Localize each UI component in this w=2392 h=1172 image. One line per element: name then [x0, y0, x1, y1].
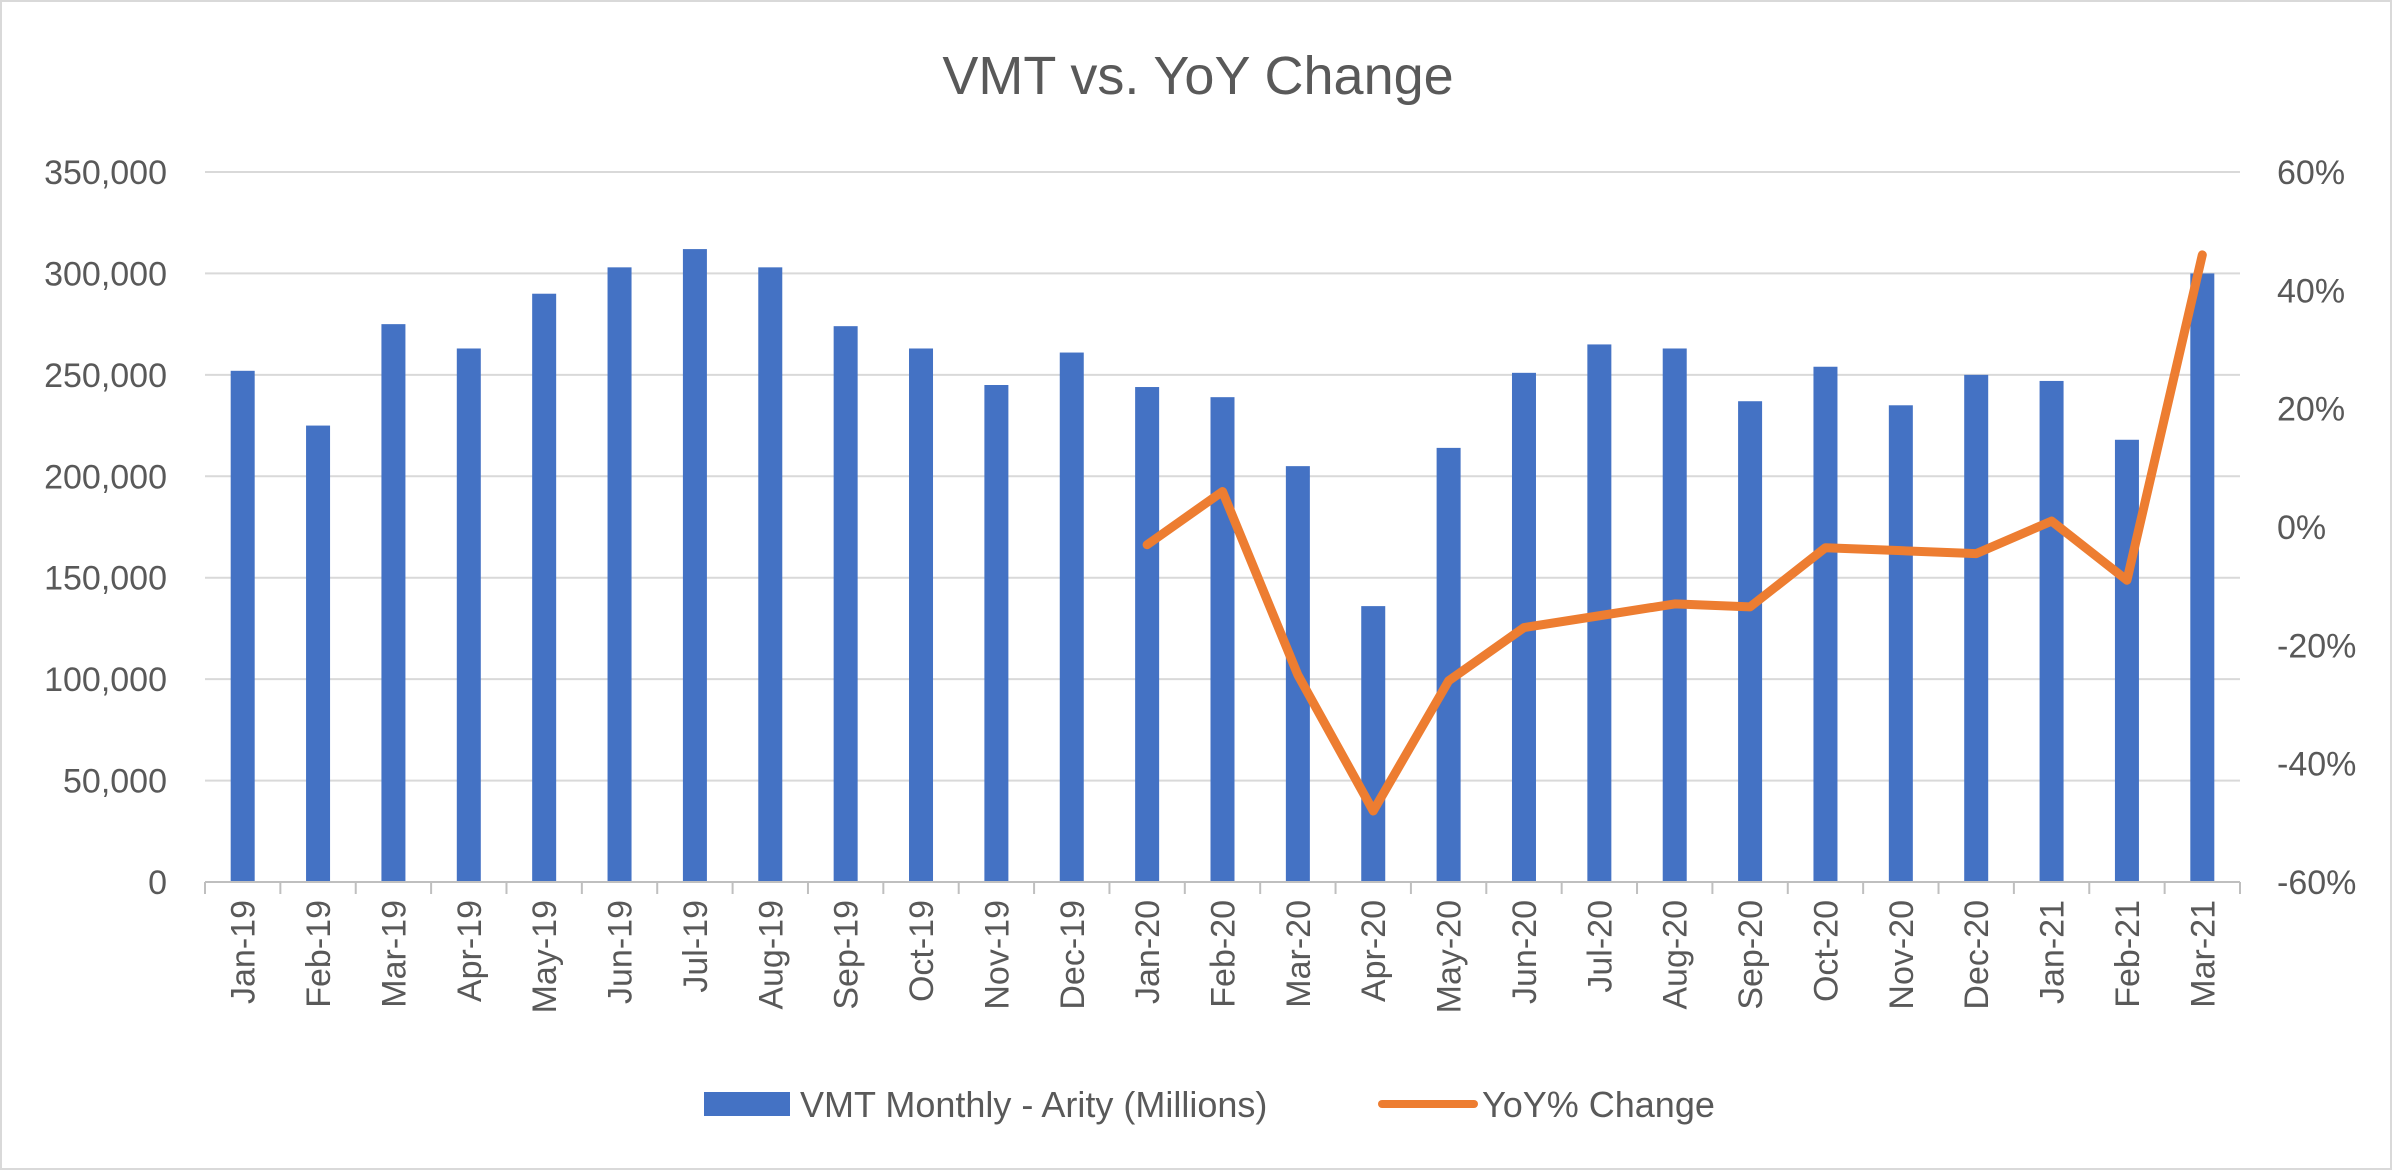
bar [984, 385, 1009, 882]
x-tick-label: Mar-20 [1280, 900, 1318, 1008]
left-tick-label: 200,000 [44, 458, 167, 496]
bar [1361, 606, 1386, 882]
chart-title: VMT vs. YoY Change [942, 46, 1453, 106]
x-tick-label: Feb-20 [1205, 900, 1243, 1008]
x-tick-label: Feb-21 [2109, 900, 2147, 1008]
bar [2190, 273, 2215, 882]
right-tick-label: 40% [2277, 272, 2345, 310]
left-tick-label: 350,000 [44, 154, 167, 192]
bar [833, 326, 858, 883]
bar [607, 267, 632, 882]
legend: VMT Monthly - Arity (Millions) YoY% Chan… [704, 1084, 1715, 1125]
left-tick-label: 0 [148, 864, 167, 902]
bar [230, 370, 255, 882]
bar [456, 348, 481, 882]
left-tick-label: 100,000 [44, 661, 167, 699]
left-tick-label: 50,000 [63, 763, 167, 801]
x-tick-label: Jan-19 [225, 900, 263, 1004]
yoy-line [1142, 250, 2207, 816]
x-tick-label: Apr-19 [451, 900, 489, 1002]
right-tick-label: 60% [2277, 154, 2345, 192]
bar [1135, 387, 1160, 882]
x-tick-label: Sep-19 [828, 900, 866, 1010]
x-tick-label: Apr-20 [1355, 900, 1393, 1002]
right-tick-label: 20% [2277, 391, 2345, 429]
bar [1888, 405, 1913, 882]
x-tick-label: May-20 [1431, 900, 1469, 1013]
line-series [1142, 250, 2207, 816]
x-tick-label: Nov-20 [1883, 900, 1921, 1010]
x-tick-label: Jun-20 [1506, 900, 1544, 1004]
x-tick-label: May-19 [526, 900, 564, 1013]
bar [381, 324, 406, 883]
bar [1813, 366, 1838, 882]
x-tick-label: Sep-20 [1732, 900, 1770, 1010]
right-axis-ticks: -60% -40% -20% 0% 20% 40% 60% [2277, 154, 2356, 902]
x-tick-label: Jan-20 [1129, 900, 1167, 1004]
bar [1738, 401, 1763, 882]
bar [306, 425, 331, 882]
bar [1662, 348, 1687, 882]
left-tick-label: 300,000 [44, 255, 167, 293]
x-tick-label: Mar-19 [375, 900, 413, 1008]
bar [1964, 374, 1989, 882]
left-tick-label: 150,000 [44, 560, 167, 598]
bar [2039, 380, 2064, 882]
bar [1059, 352, 1084, 882]
legend-bar-swatch [704, 1092, 790, 1116]
left-tick-label: 250,000 [44, 357, 167, 395]
right-tick-label: 0% [2277, 509, 2326, 547]
x-axis [204, 881, 2241, 894]
left-axis-ticks: 0 50,000 100,000 150,000 200,000 250,000 300,0… [44, 154, 167, 902]
bar [532, 293, 557, 882]
legend-bar-label: VMT Monthly - Arity (Millions) [800, 1084, 1267, 1125]
x-tick-label: Jun-19 [602, 900, 640, 1004]
x-tick-label: Jul-20 [1581, 900, 1619, 993]
bar [1210, 397, 1235, 882]
x-tick-label: Dec-20 [1958, 900, 1996, 1010]
x-tick-label: Oct-19 [903, 900, 941, 1002]
bar [909, 348, 934, 882]
bar-series [230, 249, 2215, 883]
x-axis-ticks: Jan-19 Feb-19 Mar-19 Apr-19 May-19 Jun-19 Jul-… [225, 900, 2223, 1013]
x-tick-label: Oct-20 [1807, 900, 1845, 1002]
right-tick-label: -60% [2277, 864, 2356, 902]
bar [758, 267, 783, 882]
x-tick-label: Jan-21 [2034, 900, 2072, 1004]
x-tick-label: Mar-21 [2184, 900, 2222, 1008]
x-tick-label: Aug-19 [752, 900, 790, 1010]
x-tick-label: Nov-19 [978, 900, 1016, 1010]
right-tick-label: -20% [2277, 627, 2356, 665]
bar [2114, 439, 2139, 882]
bar [1436, 447, 1461, 882]
x-tick-label: Dec-19 [1054, 900, 1092, 1010]
bar [682, 249, 707, 883]
right-tick-label: -40% [2277, 746, 2356, 784]
x-tick-label: Feb-19 [300, 900, 338, 1008]
x-tick-label: Jul-19 [677, 900, 715, 993]
legend-line-label: YoY% Change [1482, 1084, 1715, 1125]
x-tick-label: Aug-20 [1657, 900, 1695, 1010]
